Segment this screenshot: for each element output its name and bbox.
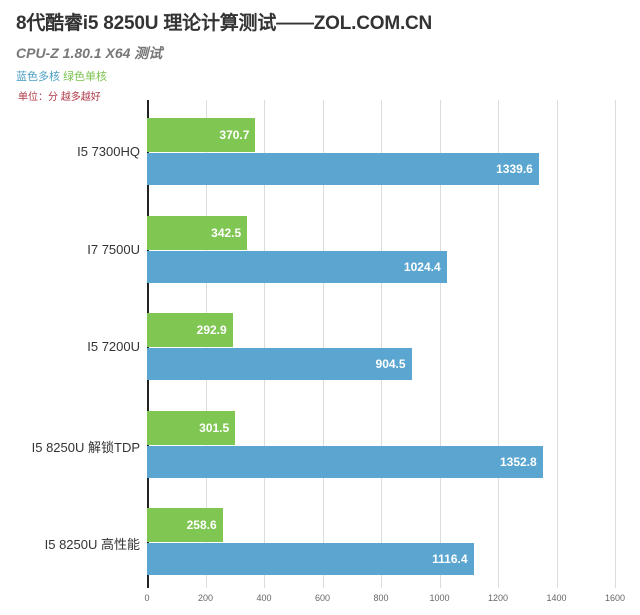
gridline (264, 100, 265, 588)
x-tick-label: 400 (256, 593, 272, 603)
x-tick-label: 0 (144, 593, 150, 603)
bar-multi-core: 904.5 (147, 348, 412, 380)
gridline (322, 100, 324, 588)
bar-multi-core: 1116.4 (147, 543, 474, 575)
category-label: I5 8250U 解锁TDP (31, 439, 140, 455)
x-tick-label: 600 (314, 593, 331, 603)
bar-multi-core: 1352.8 (147, 445, 543, 478)
category-label: I5 7300HQ (77, 144, 140, 159)
category-label: I5 8250U 高性能 (44, 537, 140, 552)
gridline (615, 100, 616, 588)
bar-multi-core: 1024.4 (147, 250, 447, 283)
gridline (498, 100, 499, 588)
bar-single-core: 292.9 (147, 313, 233, 347)
gridline (439, 100, 441, 588)
bar-single-core: 258.6 (147, 508, 223, 542)
plot-area: 370.7 1339.6 342.5 1024.4 292.9 904.5 301.5 135… (147, 100, 617, 588)
x-tick-label: 1000 (429, 593, 450, 603)
category-label: I7 7500U (87, 241, 140, 257)
bar-single-core: 301.5 (147, 410, 236, 445)
x-tick-label: 1400 (546, 593, 567, 603)
legend: 蓝色多核 绿色单核 (16, 68, 107, 84)
chart-subtitle: CPU-Z 1.80.1 X64 测试 (16, 45, 163, 61)
x-tick-label: 1600 (604, 593, 626, 603)
chart-title: 8代酷睿i5 8250U 理论计算测试——ZOL.COM.CN (16, 13, 433, 34)
bar-multi-core: 1339.6 (147, 153, 539, 185)
bar-single-core: 342.5 (147, 215, 248, 250)
category-label: I5 7200U (87, 339, 140, 354)
unit-note: 单位：分 越多越好 (18, 92, 101, 103)
legend-multi-core: 蓝色多核 (16, 71, 60, 83)
legend-single-core: 绿色单核 (63, 71, 108, 83)
gridline (556, 100, 558, 588)
x-tick-label: 200 (197, 593, 214, 603)
x-tick-label: 1200 (487, 593, 509, 603)
x-tick-label: 800 (373, 593, 389, 603)
bar-single-core: 370.7 (147, 118, 256, 152)
gridline (381, 100, 382, 588)
